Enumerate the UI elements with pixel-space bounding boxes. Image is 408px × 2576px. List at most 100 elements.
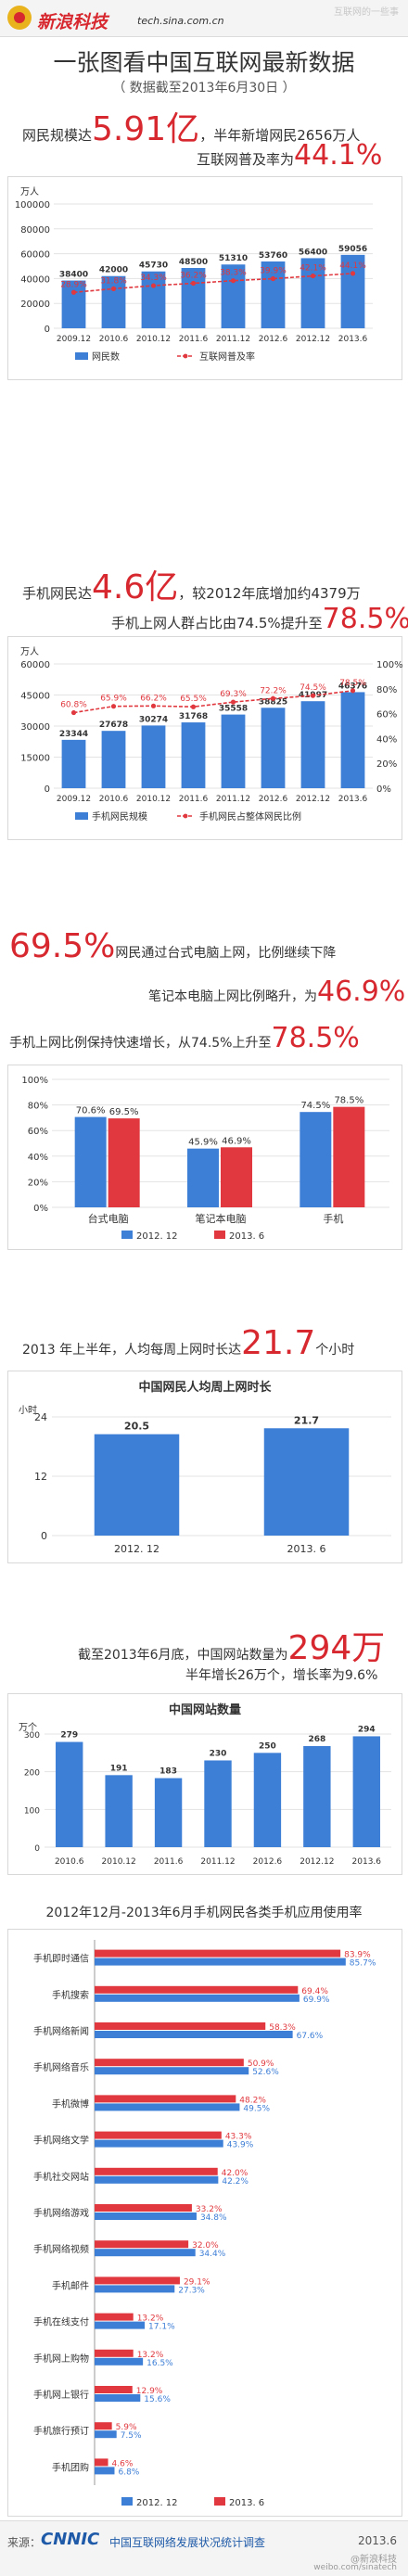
bar <box>95 2131 222 2139</box>
line-value-label: 72.2% <box>260 686 287 695</box>
line-value-label: 44.1% <box>339 261 366 271</box>
mobile-share-highlight: 78.5% <box>322 603 408 635</box>
bar <box>95 2213 197 2220</box>
bar <box>333 1106 365 1207</box>
bar-value-label: 294 <box>358 1725 376 1734</box>
y-tick-label: 80% <box>28 1102 48 1112</box>
bar-value-label: 43.9% <box>227 2141 254 2150</box>
source-name: 中国互联网络发展状况统计调查 <box>109 2536 266 2549</box>
x-tick-label: 2011.6 <box>154 1857 184 1867</box>
x-tick-label: 2010.6 <box>99 795 129 804</box>
bar-value-label: 34.8% <box>200 2213 227 2223</box>
phone-statement-pre: 手机上网比例保持快速增长，从74.5%上升至 <box>9 1036 272 1051</box>
bar <box>340 692 365 788</box>
bar <box>221 264 246 328</box>
bar <box>95 2031 293 2038</box>
bar <box>352 1736 380 1847</box>
laptop-share-highlight: 46.9% <box>317 976 406 1008</box>
y-tick-label: 200 <box>24 1769 40 1779</box>
legend-swatch <box>214 1231 225 1239</box>
bar-value-label: 230 <box>210 1749 227 1758</box>
page-subtitle: （ 数据截至2013年6月30日 ） <box>112 81 296 96</box>
bar-value-label: 4.6% <box>112 2459 134 2468</box>
bar-value-label: 183 <box>159 1767 177 1777</box>
bar-value-label: 32.0% <box>192 2241 219 2251</box>
legend-label: 2013. 6 <box>229 1231 264 1242</box>
weibo-url[interactable]: weibo.com/sinatech <box>313 2563 397 2572</box>
bar <box>95 2285 175 2293</box>
bar <box>108 1118 140 1207</box>
y-tick-label: 15000 <box>20 754 50 764</box>
bar-value-label: 16.5% <box>147 2359 173 2368</box>
legend-label: 2012. 12 <box>136 1231 178 1242</box>
y-tick-label: 30000 <box>20 722 50 733</box>
websites-growth: 半年增长26万个，增长率为9.6% <box>185 1668 378 1683</box>
y2-tick-label: 60% <box>376 710 397 721</box>
bar-value-label: 49.5% <box>243 2104 270 2113</box>
legend-label: 手机网民规模 <box>92 810 147 823</box>
y-tick-label: 45000 <box>20 692 50 702</box>
bar <box>181 268 206 328</box>
desktop-statement: 69.5%网民通过台式电脑上网，比例继续下降 <box>9 927 336 965</box>
line-point <box>150 703 157 708</box>
bar <box>221 1147 252 1207</box>
y-tick-label: 0 <box>34 1844 40 1854</box>
bar <box>95 2422 112 2430</box>
y-tick-label: 0 <box>45 325 50 335</box>
phone-statement: 手机上网比例保持快速增长，从74.5%上升至78.5% <box>9 1022 360 1054</box>
x-tick-label: 2010.6 <box>55 1857 84 1867</box>
y-tick-label: 12 <box>34 1471 47 1483</box>
bar-value-label: 5.9% <box>116 2423 137 2432</box>
source-date: 2013.6 <box>358 2534 397 2547</box>
mobile-share-pre: 手机上网人群占比由74.5%提升至 <box>111 615 323 631</box>
y-tick-label: 0% <box>33 1204 48 1214</box>
bar-value-label: 83.9% <box>344 1951 371 1960</box>
bar <box>101 731 126 788</box>
chart-title: 中国网站数量 <box>169 1702 241 1717</box>
line-value-label: 38.3% <box>220 269 247 278</box>
bar <box>154 1778 183 1847</box>
bar-value-label: 29.1% <box>184 2277 210 2287</box>
page-footer: 来源： CNNIC 中国互联网络发展状况统计调查 2013.6 @新浪科技 we… <box>0 2520 408 2576</box>
sina-eye-logo-icon <box>7 6 32 30</box>
line-value-label: 39.9% <box>260 267 287 276</box>
bar <box>61 739 86 788</box>
bar <box>101 275 126 328</box>
brand-url[interactable]: tech.sina.com.cn <box>137 15 224 27</box>
x-tick-label: 2011.12 <box>200 1857 235 1867</box>
y2-tick-label: 20% <box>376 759 397 770</box>
bar <box>95 2022 266 2030</box>
bar-value-label: 50.9% <box>248 2060 274 2069</box>
bar-value-label: 279 <box>60 1731 78 1741</box>
category-label: 手机微博 <box>52 2098 89 2110</box>
laptop-statement: 笔记本电脑上网比例略升，为46.9% <box>148 976 405 1008</box>
bar-value-label: 30274 <box>139 715 168 724</box>
bar <box>204 1760 232 1847</box>
bar-value-label: 53760 <box>259 251 287 261</box>
bar <box>253 1753 282 1847</box>
category-label: 手机网络新闻 <box>33 2025 89 2037</box>
category-label: 手机在线支付 <box>33 2316 89 2328</box>
bar <box>187 1148 219 1207</box>
brand-name: 新浪科技 <box>37 12 108 32</box>
bar <box>95 2458 108 2467</box>
x-tick-label: 2010.12 <box>136 335 171 344</box>
category-label: 手机搜索 <box>52 1989 89 2001</box>
line-value-label: 31.8% <box>100 276 127 286</box>
line-point <box>70 709 77 716</box>
line-point <box>310 273 316 279</box>
bar <box>221 714 246 788</box>
bar-value-label: 13.2% <box>137 2351 164 2360</box>
x-tick-label: 2013.6 <box>352 1857 382 1867</box>
x-tick-label: 2012.12 <box>296 335 330 344</box>
x-tick-label: 2012.6 <box>259 795 288 804</box>
bar <box>95 1949 341 1958</box>
x-tick-label: 2010.12 <box>136 795 171 804</box>
websites-count-highlight: 294万 <box>287 1629 386 1667</box>
hours-statement-pre: 2013 年上半年，人均每周上网时长达 <box>22 1343 242 1358</box>
bar-value-label: 74.5% <box>300 1101 330 1111</box>
penetration-statement-pre: 互联网普及率为 <box>197 151 295 168</box>
page-title: 一张图看中国互联网最新数据 <box>53 49 355 76</box>
x-tick-label: 2012.12 <box>300 1857 334 1867</box>
